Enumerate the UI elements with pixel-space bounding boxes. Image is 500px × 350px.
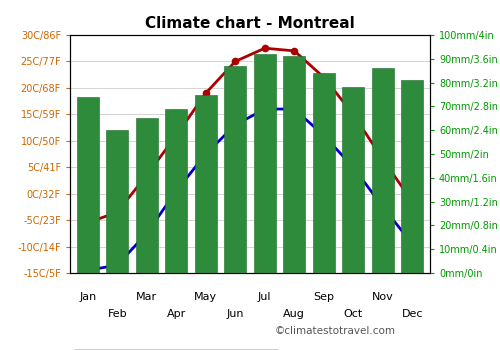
Bar xyxy=(165,109,188,273)
Bar xyxy=(194,94,217,273)
Text: Jun: Jun xyxy=(226,309,244,319)
Bar xyxy=(312,73,335,273)
Bar xyxy=(401,80,423,273)
Text: Aug: Aug xyxy=(284,309,305,319)
Bar xyxy=(136,118,158,273)
Text: Oct: Oct xyxy=(344,309,363,319)
Text: Feb: Feb xyxy=(108,309,127,319)
Text: Nov: Nov xyxy=(372,293,394,302)
Text: Sep: Sep xyxy=(314,293,334,302)
Bar xyxy=(372,68,394,273)
Text: Apr: Apr xyxy=(166,309,186,319)
Text: Dec: Dec xyxy=(402,309,423,319)
Bar xyxy=(283,56,306,273)
Bar xyxy=(342,88,364,273)
Title: Climate chart - Montreal: Climate chart - Montreal xyxy=(145,16,355,31)
Text: Jul: Jul xyxy=(258,293,272,302)
Bar xyxy=(254,54,276,273)
Text: May: May xyxy=(194,293,218,302)
Text: Jan: Jan xyxy=(79,293,96,302)
Bar xyxy=(224,66,246,273)
Bar xyxy=(106,130,128,273)
Text: Mar: Mar xyxy=(136,293,158,302)
Bar xyxy=(76,97,99,273)
Text: ©climatestotravel.com: ©climatestotravel.com xyxy=(275,326,396,336)
